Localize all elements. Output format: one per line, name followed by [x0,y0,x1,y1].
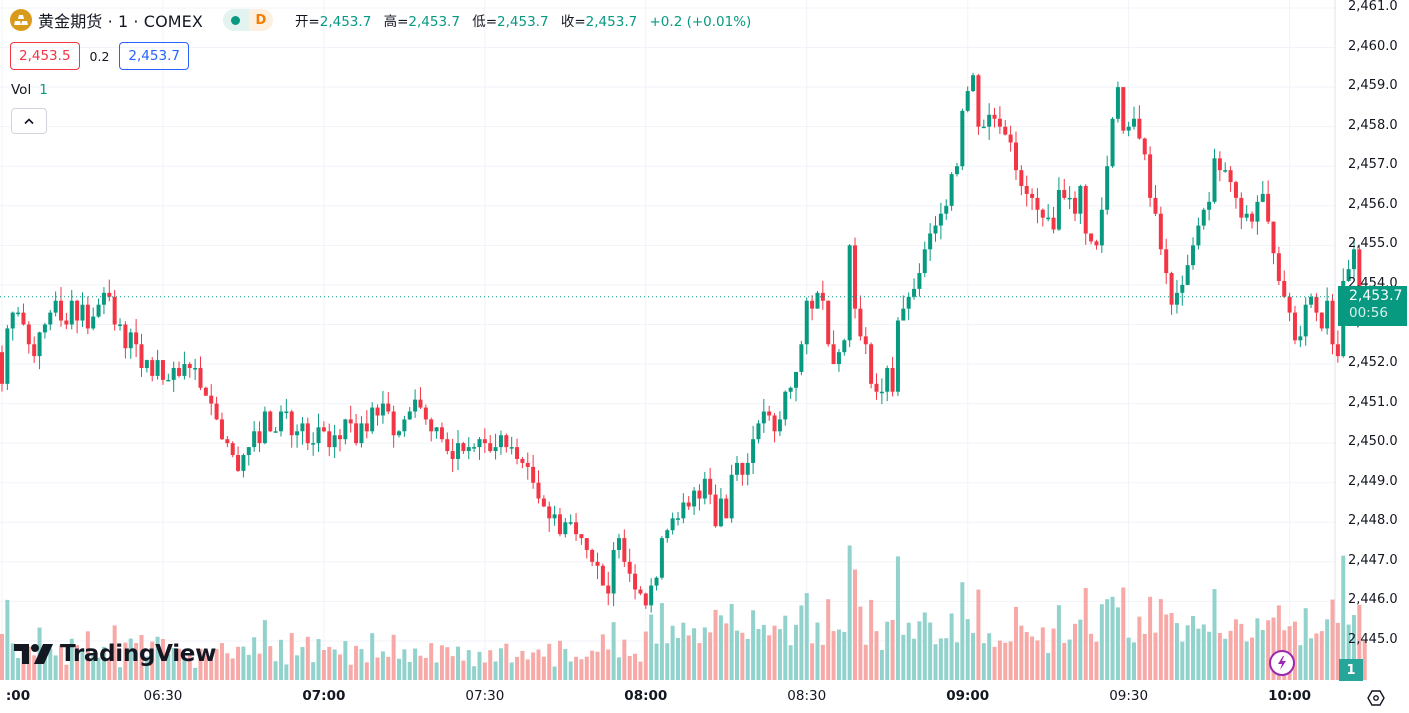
price-tick-label: 2,460.0 [1348,38,1398,54]
lightning-icon [1278,656,1286,670]
price-tick-label: 2,449.0 [1348,473,1398,489]
spread-value: 0.2 [89,48,110,64]
change-value: +0.2 (+0.01%) [649,14,752,30]
tradingview-logo-icon [14,644,53,664]
price-tick-label: 2,448.0 [1348,513,1398,529]
time-tick-label: 09:30 [1109,688,1149,704]
open-value: 2,453.7 [319,14,372,30]
low-label: 低= [472,14,498,30]
gold-bars-icon [10,9,32,31]
bid-ask-quotes: 2,453.5 0.2 2,453.7 [10,42,189,70]
price-scale[interactable]: 2,461.0 2,460.0 2,459.0 2,458.0 2,457.0 2,456… [1335,0,1409,680]
volume-label: Vol [11,82,32,98]
alert-bolt-button[interactable] [1269,650,1295,676]
time-tick-label: 07:00 [302,688,346,704]
price-tick-label: 2,451.0 [1348,394,1398,410]
time-tick-label: 06:30 [143,688,183,704]
hexagon-settings-icon [1367,690,1385,706]
live-dot-icon [222,9,249,31]
volume-value: 1 [39,82,48,98]
time-tick-label: 09:00 [946,688,990,704]
grid-lines [0,0,1335,680]
price-tick-label: 2,457.0 [1348,157,1398,173]
symbol-title[interactable]: 黄金期货 · 1 · COMEX [38,12,203,31]
time-tick-label: 08:00 [624,688,668,704]
low-value: 2,453.7 [497,14,549,30]
market-status-badge[interactable]: D [222,9,273,31]
time-tick-label: 10:00 [1268,688,1312,704]
sell-button[interactable]: 2,453.5 [10,42,80,70]
price-tick-label: 2,447.0 [1348,552,1398,568]
tradingview-watermark[interactable]: TradingView [14,641,216,667]
time-scale[interactable]: :00 06:30 07:00 07:30 08:00 08:30 09:00 09:30 10… [0,680,1335,713]
time-tick-label: 08:30 [787,688,827,704]
price-tick-label: 2,455.0 [1348,236,1398,252]
price-tick-label: 2,452.0 [1348,355,1398,371]
price-tick-label: 2,458.0 [1348,117,1398,133]
price-tick-label: 2,456.0 [1348,196,1398,212]
volume-scale-tag: 1 [1339,659,1363,681]
volume-legend[interactable]: Vol 1 [11,82,48,98]
price-tick-label: 2,461.0 [1348,0,1398,14]
ohlc-values: 开=2,453.7 高=2,453.7 低=2,453.7 收=2,453.7 … [295,10,751,30]
last-price-label: 2,453.7 00:56 [1338,286,1407,326]
close-label: 收= [560,14,586,30]
high-label: 高= [383,14,409,30]
watermark-text: TradingView [60,641,217,667]
collapse-legend-button[interactable] [11,108,47,134]
close-value: 2,453.7 [585,14,638,30]
high-value: 2,453.7 [408,14,460,30]
delay-badge: D [248,9,273,31]
bar-countdown: 00:56 [1349,305,1388,321]
buy-button[interactable]: 2,453.7 [119,42,189,70]
price-tick-label: 2,450.0 [1348,434,1398,450]
open-label: 开= [294,14,320,30]
volume-bars [0,545,1367,680]
candlesticks [0,72,1367,613]
price-tick-label: 2,446.0 [1348,592,1398,608]
time-tick-label: 07:30 [465,688,505,704]
price-tick-label: 2,445.0 [1348,631,1398,647]
symbol-legend[interactable]: 黄金期货 · 1 · COMEX D 开=2,453.7 高=2,453.7 低… [10,8,751,32]
chart-settings-button[interactable] [1366,688,1386,708]
chevron-up-icon [24,118,34,125]
time-tick-label: :00 [5,688,31,704]
price-tick-label: 2,459.0 [1348,78,1398,94]
last-price-value: 2,453.7 [1349,288,1403,304]
